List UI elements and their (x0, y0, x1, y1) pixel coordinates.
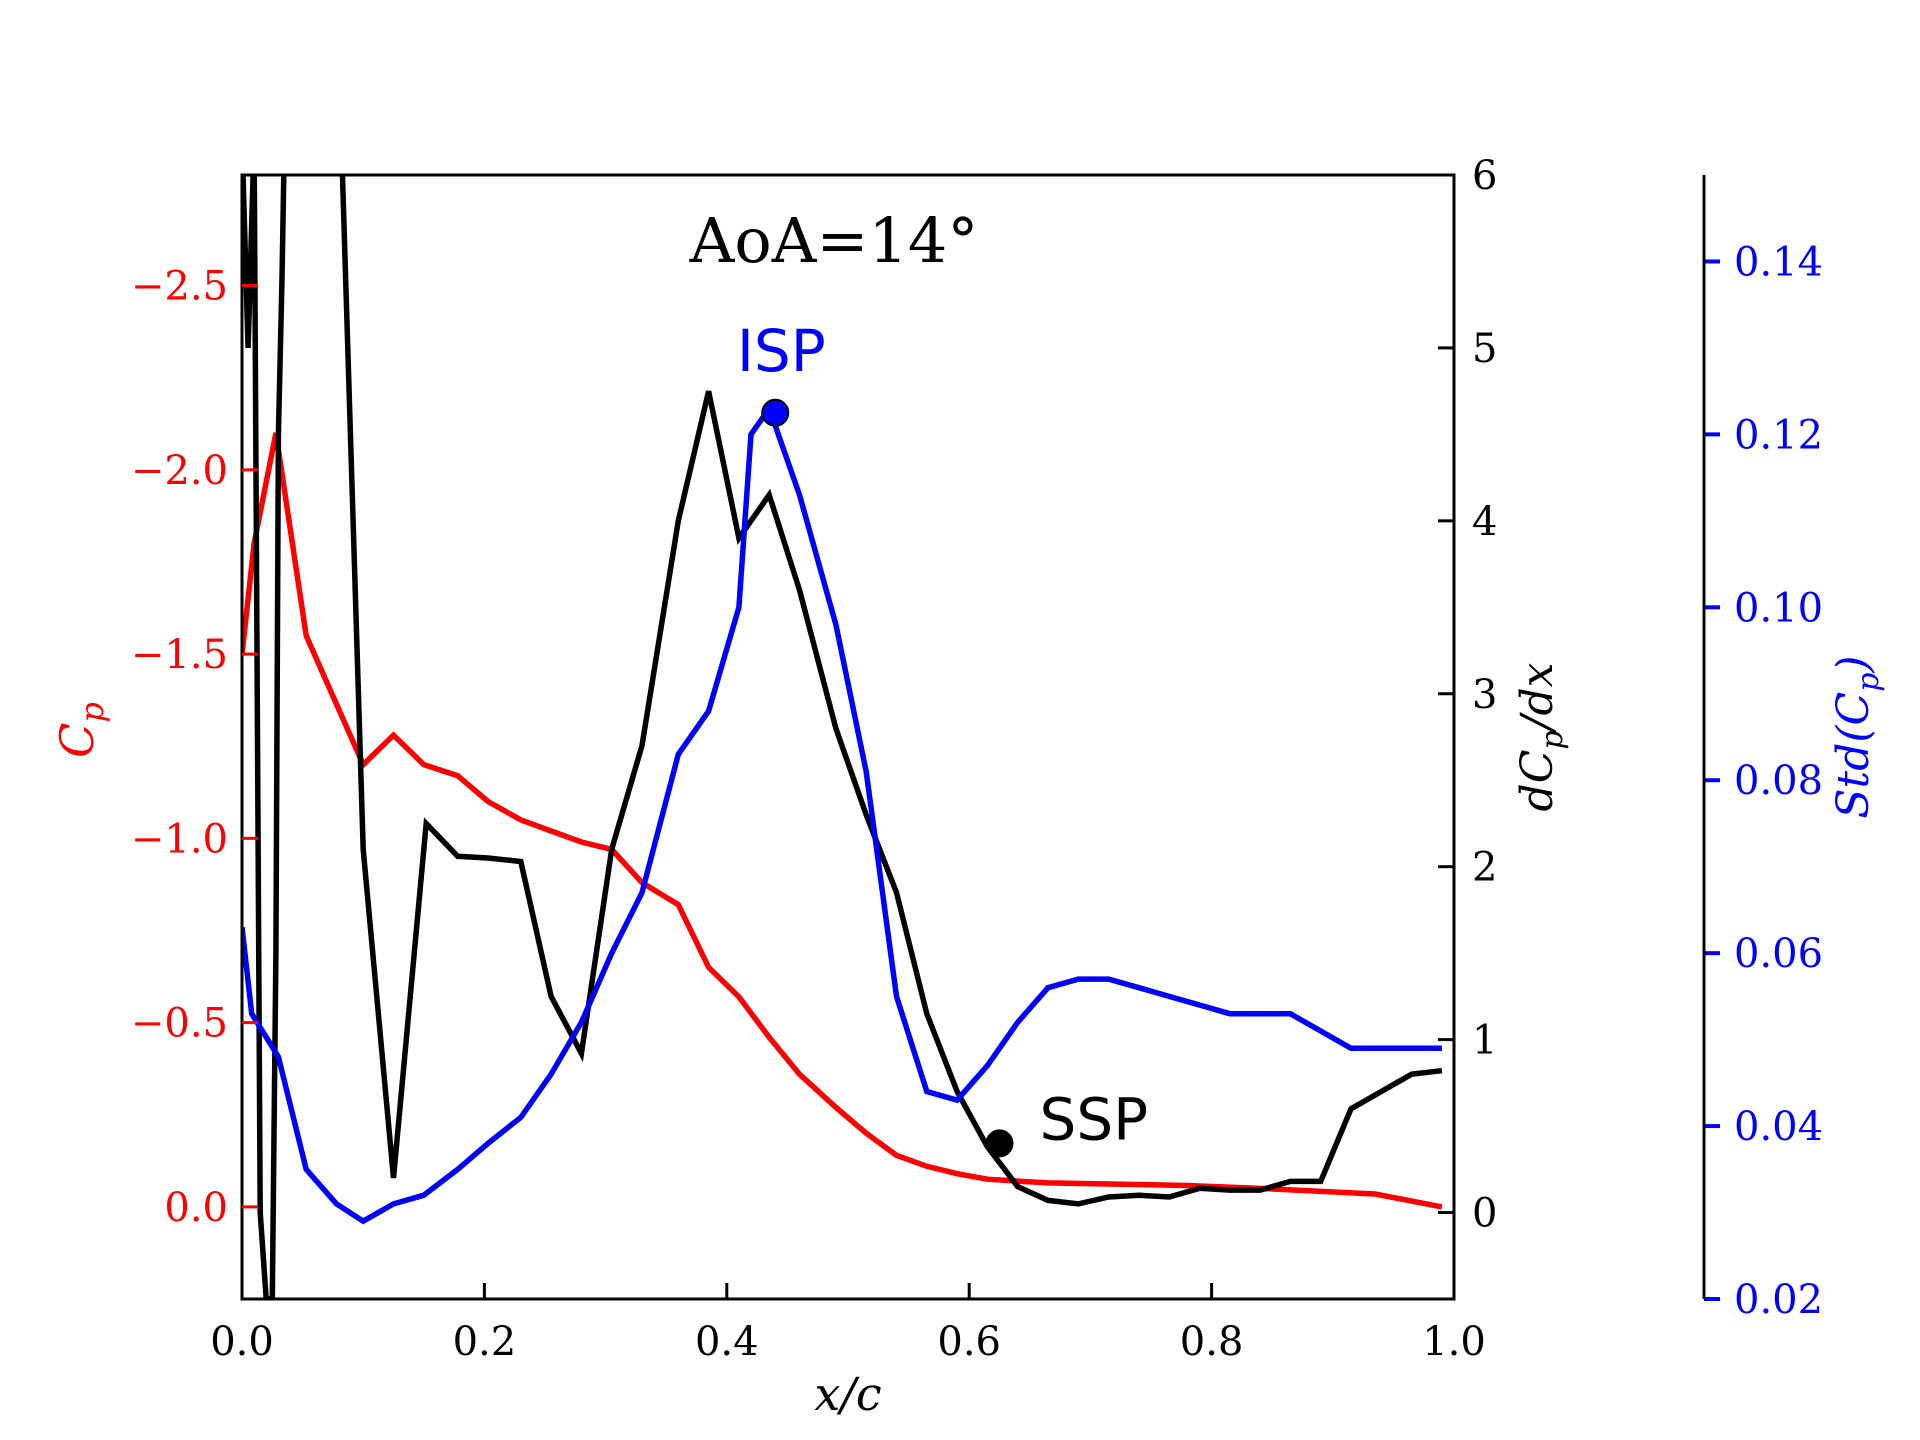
series-line-cp (242, 432, 1443, 1210)
right-axis-label-tail: /dx (1512, 662, 1563, 734)
x-tick-label: 0.8 (1180, 1319, 1244, 1365)
right-tick-label: 3 (1472, 672, 1497, 718)
ticks-layer: 0.0 0.2 0.4 0.6 0.8 1.0 0.0 −0.5 −1.0 −1.5 −2.0 −2.… (131, 153, 1823, 1365)
series-line-std-cp- (242, 402, 1442, 1225)
right-axis-label-main: dC (1512, 750, 1563, 812)
right-axis-label: dCp/dx (1512, 662, 1570, 811)
far-right-tick-label: 0.02 (1734, 1277, 1823, 1323)
left-tick-label: −2.0 (131, 448, 228, 494)
left-axis-label-main: C (50, 723, 104, 758)
x-axis-label: x/c (814, 1367, 881, 1421)
far-right-tick-label: 0.06 (1734, 931, 1823, 977)
x-tick-label: 0.4 (695, 1319, 759, 1365)
far-right-axis-label: Std(Cp) (1828, 655, 1886, 818)
left-tick-label: −2.5 (131, 264, 228, 310)
chart-title: AoA=14° (689, 204, 979, 277)
far-right-axis-label-sub: p (1851, 673, 1886, 692)
plot-frame (240, 173, 1456, 1301)
marker-isp (761, 398, 790, 427)
left-axis-label-sub: p (73, 702, 111, 722)
far-right-tick-label: 0.04 (1734, 1104, 1823, 1150)
right-tick-label: 1 (1472, 1018, 1497, 1064)
marker-ssp (985, 1129, 1014, 1158)
right-tick-label: 5 (1472, 326, 1497, 372)
left-tick-label: −1.0 (131, 816, 228, 862)
far-right-axis-label-main: Std(C (1828, 692, 1879, 819)
marker-label-ssp: SSP (1040, 1085, 1149, 1153)
x-tick-label: 0.6 (937, 1319, 1001, 1365)
right-tick-label: 0 (1472, 1191, 1497, 1237)
x-tick-label: 0.0 (210, 1319, 274, 1365)
markers-layer: ISP SSP (737, 317, 1149, 1158)
far-right-tick-label: 0.12 (1734, 412, 1823, 458)
left-tick-label: −1.5 (131, 632, 228, 678)
right-tick-label: 6 (1472, 153, 1497, 199)
series-line-dcp-dx (242, 175, 1443, 1299)
marker-label-isp: ISP (737, 317, 826, 385)
series-layer (242, 175, 1443, 1299)
x-tick-label: 0.2 (453, 1319, 517, 1365)
left-tick-label: 0.0 (164, 1185, 228, 1231)
far-right-tick-label: 0.08 (1734, 758, 1823, 804)
far-right-tick-label: 0.10 (1734, 585, 1823, 631)
left-tick-label: −0.5 (131, 1001, 228, 1047)
right-axis-label-sub: p (1535, 730, 1570, 749)
far-right-axis-label-tail: ) (1828, 655, 1879, 673)
left-axis-label: Cp (50, 702, 111, 758)
x-tick-label: 1.0 (1422, 1319, 1486, 1365)
right-tick-label: 4 (1472, 499, 1497, 545)
far-right-tick-label: 0.14 (1734, 239, 1823, 285)
right-tick-label: 2 (1472, 845, 1497, 891)
